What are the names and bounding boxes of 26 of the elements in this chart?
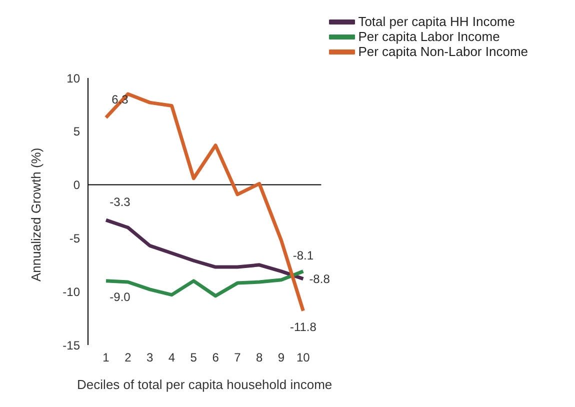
x-tick-label: 9 <box>278 350 285 365</box>
x-tick-label: 3 <box>146 350 154 365</box>
data-label: -3.3 <box>110 195 131 210</box>
y-tick-label: -10 <box>62 284 80 299</box>
x-tick-label: 6 <box>212 350 220 365</box>
legend-label: Per capita Labor Income <box>358 29 500 44</box>
y-tick-label: 5 <box>73 124 80 139</box>
x-axis-title: Deciles of total per capita household income <box>77 377 332 392</box>
x-tick-label: 4 <box>168 350 176 365</box>
legend-label: Per capita Non-Labor Income <box>358 44 528 59</box>
x-tick-label: 8 <box>256 350 264 365</box>
data-label: -8.8 <box>309 272 330 286</box>
y-tick-label: -5 <box>69 231 80 246</box>
x-tick-label: 10 <box>296 350 310 365</box>
x-tick-label: 5 <box>190 350 198 365</box>
data-label: -8.1 <box>292 248 314 262</box>
data-label: -11.8 <box>290 320 317 334</box>
y-axis-title: Annualized Growth (%) <box>28 148 44 282</box>
x-tick-label: 7 <box>234 350 242 365</box>
data-label: -9.0 <box>110 290 131 304</box>
y-tick-label: 0 <box>73 178 80 192</box>
legend-label: Total per capita HH Income <box>358 14 515 29</box>
y-tick-label: 10 <box>66 71 80 86</box>
x-tick-label: 2 <box>124 350 132 365</box>
y-tick-label: -15 <box>62 338 80 352</box>
x-tick-label: 1 <box>102 350 110 365</box>
